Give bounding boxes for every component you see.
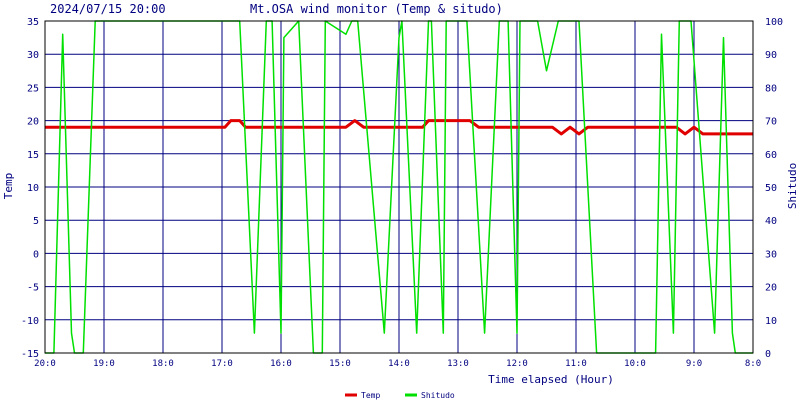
- y-axis-label-left: Temp: [2, 173, 15, 200]
- x-tick-label: 14:0: [388, 359, 410, 369]
- y-tick-label-left: 5: [33, 216, 39, 227]
- x-tick-label: 13:0: [447, 359, 469, 369]
- y-tick-label-left: 20: [27, 117, 39, 128]
- y-tick-label-left: 15: [27, 150, 39, 161]
- y-tick-label-left: 30: [27, 50, 39, 61]
- legend-label-shitudo: Shitudo: [421, 391, 455, 400]
- x-tick-label: 11:0: [565, 359, 587, 369]
- y-tick-label-left: 25: [27, 83, 39, 94]
- y-tick-label-left: -10: [21, 316, 39, 327]
- y-tick-label-right: 70: [765, 117, 777, 128]
- tick-labels: -15 0 -10 10 -5 20 0 30 5 40 10 50 15 60 20 70 25 80 30 90 3…: [21, 17, 783, 369]
- timestamp-label: 2024/07/15 20:00: [50, 2, 166, 16]
- y-tick-label-left: 10: [27, 183, 39, 194]
- legend: Temp Shitudo: [345, 391, 455, 400]
- y-tick-label-right: 40: [765, 216, 777, 227]
- y-tick-label-left: 35: [27, 17, 39, 28]
- y-tick-label-right: 10: [765, 316, 777, 327]
- chart-title: Mt.OSA wind monitor (Temp & situdo): [250, 2, 503, 16]
- x-tick-label: 10:0: [624, 359, 646, 369]
- x-tick-label: 19:0: [93, 359, 115, 369]
- x-axis-label: Time elapsed (Hour): [488, 373, 614, 386]
- legend-label-temp: Temp: [361, 391, 380, 400]
- y-tick-label-right: 50: [765, 183, 777, 194]
- x-tick-label: 17:0: [211, 359, 233, 369]
- y-tick-label-left: -15: [21, 349, 39, 360]
- plot-frame: [44, 20, 754, 354]
- y-tick-label-right: 30: [765, 249, 777, 260]
- y-tick-label-right: 100: [765, 17, 783, 28]
- x-tick-label: 8:0: [745, 359, 761, 369]
- y-tick-label-left: -5: [27, 283, 39, 294]
- x-tick-label: 9:0: [686, 359, 702, 369]
- x-tick-label: 18:0: [152, 359, 174, 369]
- y-tick-label-left: 0: [33, 249, 39, 260]
- x-tick-label: 20:0: [34, 359, 56, 369]
- y-tick-label-right: 0: [765, 349, 771, 360]
- y-tick-label-right: 60: [765, 150, 777, 161]
- y-tick-label-right: 20: [765, 283, 777, 294]
- x-tick-label: 16:0: [270, 359, 292, 369]
- x-tick-label: 12:0: [506, 359, 528, 369]
- y-tick-label-right: 90: [765, 50, 777, 61]
- y-tick-label-right: 80: [765, 83, 777, 94]
- x-tick-label: 15:0: [329, 359, 351, 369]
- series-line-temp: [45, 119, 753, 136]
- y-axis-label-right: Shitudo: [786, 163, 799, 209]
